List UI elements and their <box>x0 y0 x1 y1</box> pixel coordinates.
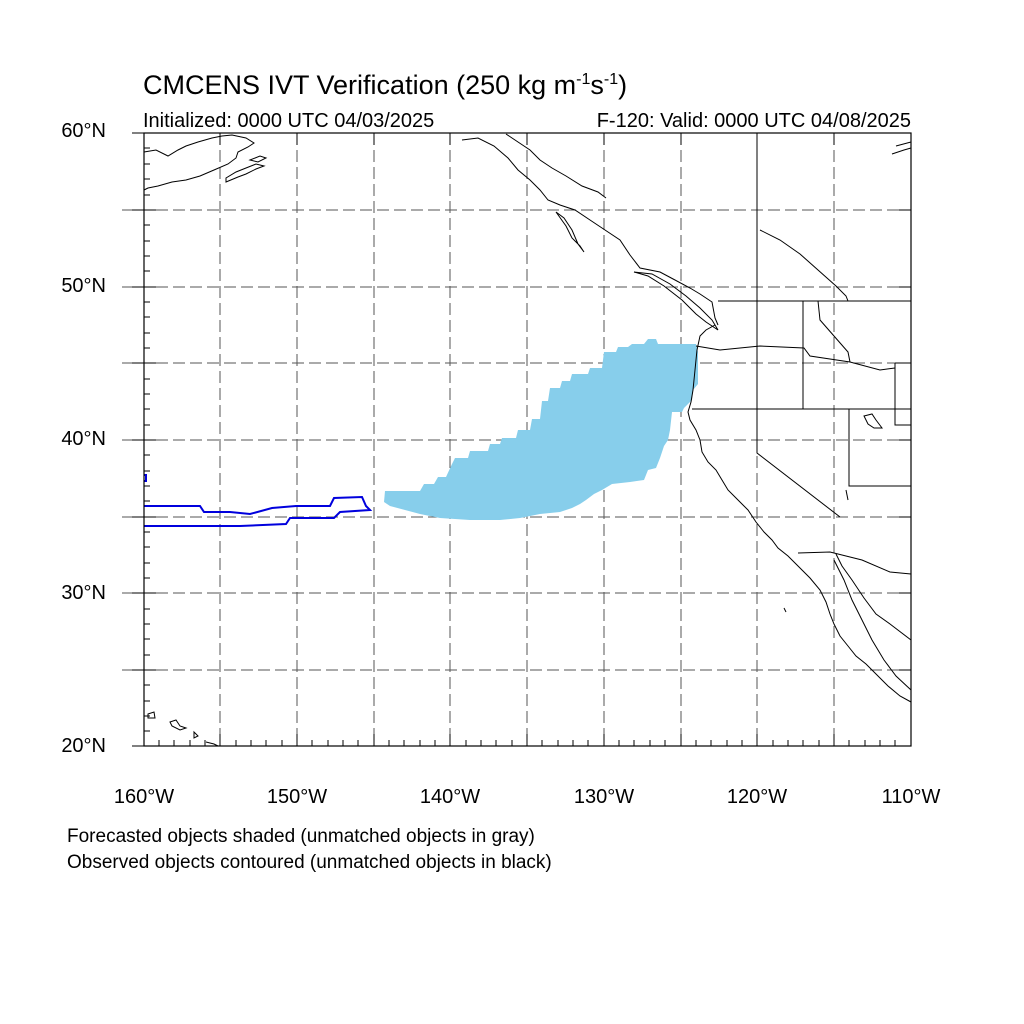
axis-ticks <box>132 132 912 747</box>
map-frame <box>143 132 912 747</box>
valid-time-label: F-120: Valid: 0000 UTC 04/08/2025 <box>596 110 911 132</box>
coastlines <box>143 133 912 747</box>
title-exponent-1: -1 <box>576 71 591 88</box>
chart-title: CMCENS IVT Verification (250 kg m-1s-1) <box>143 70 627 101</box>
lon-label-160w: 160°W <box>113 786 175 808</box>
political-borders <box>692 133 912 575</box>
initialized-label: Initialized: 0000 UTC 04/03/2025 <box>143 110 435 132</box>
lat-label-30n: 30°N <box>61 582 106 604</box>
lon-label-140w: 140°W <box>419 786 481 808</box>
title-exponent-2: -1 <box>603 71 619 88</box>
lat-label-50n: 50°N <box>61 275 106 297</box>
lon-label-110w: 110°W <box>881 786 941 808</box>
legend-forecast-note: Forecasted objects shaded (unmatched obj… <box>67 826 535 847</box>
title-mid: s <box>590 70 604 100</box>
lon-label-130w: 130°W <box>573 786 635 808</box>
lat-label-40n: 40°N <box>61 428 106 450</box>
lat-label-60n: 60°N <box>61 120 106 142</box>
forecast-ivt-object <box>384 339 698 520</box>
title-prefix: CMCENS IVT Verification (250 kg m <box>143 70 577 100</box>
lat-label-20n: 20°N <box>61 735 106 757</box>
legend-observed-note: Observed objects contoured (unmatched ob… <box>67 852 552 873</box>
lon-label-120w: 120°W <box>726 786 788 808</box>
lon-label-150w: 150°W <box>266 786 328 808</box>
observed-ivt-contour <box>144 474 373 527</box>
title-suffix: ) <box>618 70 628 100</box>
